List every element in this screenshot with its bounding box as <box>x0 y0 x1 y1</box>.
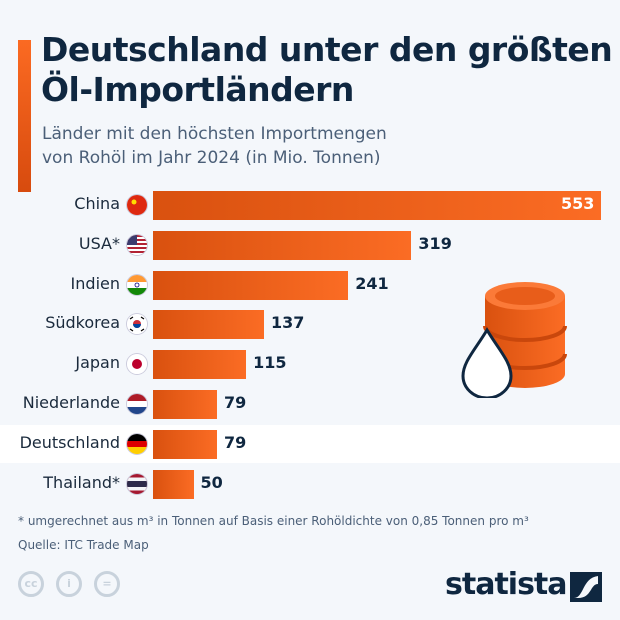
value-label: 115 <box>253 353 287 373</box>
flag-deutschland-icon <box>127 433 147 454</box>
oil-barrel-icon <box>461 282 567 398</box>
source: Quelle: ITC Trade Map <box>18 538 149 552</box>
cc-icon[interactable]: cc <box>18 571 44 597</box>
value-label: 50 <box>200 472 223 492</box>
flag-niederlande-icon <box>127 394 147 414</box>
bar[interactable] <box>153 350 247 380</box>
bar[interactable] <box>153 469 194 499</box>
nd-icon[interactable]: = <box>94 571 120 597</box>
category-label: Japan <box>75 353 120 373</box>
value-label: 241 <box>355 273 389 293</box>
by-icon[interactable]: i <box>56 571 82 597</box>
flag-südkorea-icon <box>127 314 147 335</box>
bar[interactable] <box>153 270 349 300</box>
category-label: Niederlande <box>22 393 120 412</box>
category-label: Deutschland <box>19 432 120 452</box>
footnote: * umgerechnet aus m³ in Tonnen auf Basis… <box>18 514 529 528</box>
statista-logo-mark-icon <box>570 572 602 602</box>
subtitle-line: Länder mit den höchsten Importmengen <box>42 124 387 144</box>
flag-indien-icon <box>127 274 147 295</box>
statista-logo[interactable]: statista <box>445 567 568 602</box>
category-label: USA* <box>78 233 120 253</box>
flag-china-icon <box>127 195 147 215</box>
bar[interactable] <box>153 310 264 340</box>
subtitle-line: von Rohöl im Jahr 2024 (in Mio. Tonnen) <box>42 148 381 168</box>
title-accent-bar <box>18 40 31 192</box>
bar[interactable] <box>153 429 217 459</box>
value-label: 79 <box>224 393 247 412</box>
category-label: China <box>74 194 120 213</box>
flag-japan-icon <box>127 354 147 375</box>
bar[interactable] <box>153 390 217 419</box>
bar[interactable] <box>153 230 412 260</box>
category-label: Thailand* <box>43 472 120 492</box>
value-label: 137 <box>270 313 305 333</box>
highlight-row <box>0 424 620 463</box>
page-title: Deutschland unter den größten Öl-Importl… <box>41 30 613 109</box>
value-label: 319 <box>418 233 452 253</box>
value-label: 553 <box>561 194 595 213</box>
category-label: Südkorea <box>45 313 120 333</box>
flag-usa-icon <box>127 234 147 255</box>
value-label: 79 <box>224 432 247 452</box>
category-label: Indien <box>70 273 120 293</box>
subtitle: Länder mit den höchsten Importmengen von… <box>42 122 387 170</box>
flag-thailand-icon <box>127 473 147 494</box>
bar[interactable] <box>153 191 601 220</box>
